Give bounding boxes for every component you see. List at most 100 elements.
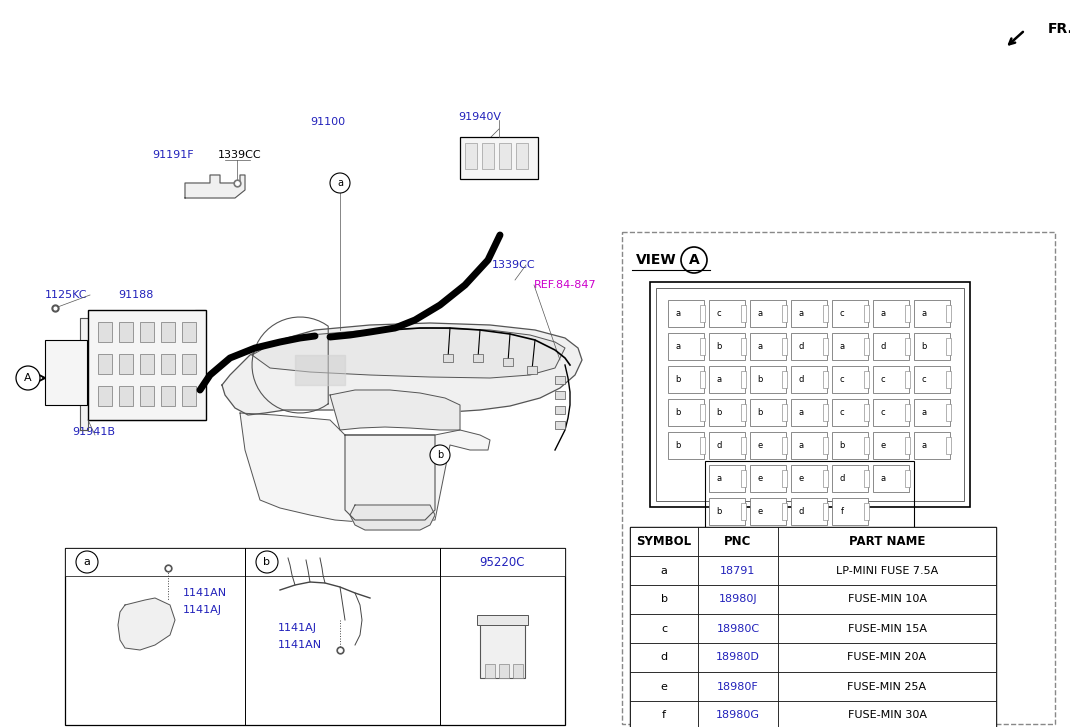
Bar [140, 354, 154, 374]
Bar [946, 404, 951, 421]
Text: a: a [881, 309, 886, 318]
Polygon shape [80, 310, 205, 430]
Bar [555, 391, 565, 399]
Bar [65, 548, 565, 725]
Bar [863, 338, 869, 355]
Text: f: f [841, 507, 843, 516]
Text: 1141AN: 1141AN [183, 588, 227, 598]
Bar [750, 432, 786, 459]
Bar [742, 305, 746, 322]
Text: FR.: FR. [1048, 22, 1070, 36]
Text: b: b [675, 408, 681, 417]
Text: a: a [758, 342, 763, 351]
Bar [750, 498, 786, 525]
Bar [778, 585, 996, 614]
Bar [750, 399, 786, 426]
Circle shape [76, 551, 98, 573]
Bar [823, 371, 828, 388]
Polygon shape [118, 598, 175, 650]
Bar [709, 300, 745, 327]
Bar [503, 358, 513, 366]
Text: FUSE-MIN 30A: FUSE-MIN 30A [847, 710, 927, 720]
Bar [119, 322, 133, 342]
Bar [791, 333, 827, 360]
Bar [863, 371, 869, 388]
Text: b: b [758, 375, 763, 384]
Bar [709, 465, 745, 492]
Bar [119, 386, 133, 406]
Text: d: d [798, 507, 804, 516]
Bar [160, 322, 175, 342]
Bar [668, 333, 704, 360]
Bar [782, 305, 788, 322]
Bar [160, 354, 175, 374]
Text: a: a [675, 342, 681, 351]
Bar [832, 399, 868, 426]
Bar [946, 437, 951, 454]
Text: c: c [881, 375, 885, 384]
Bar [482, 143, 494, 169]
Bar [791, 432, 827, 459]
Bar [782, 503, 788, 520]
Text: b: b [758, 408, 763, 417]
Text: 91941B: 91941B [72, 427, 114, 437]
Bar [656, 288, 964, 501]
Bar [946, 305, 951, 322]
Bar [465, 143, 477, 169]
Bar [622, 232, 1055, 724]
Bar [791, 366, 827, 393]
Bar [778, 556, 996, 585]
Bar [946, 371, 951, 388]
Bar [698, 556, 778, 585]
Text: A: A [25, 373, 32, 383]
Bar [750, 300, 786, 327]
Bar [832, 333, 868, 360]
Bar [649, 282, 970, 507]
Text: REF.84-847: REF.84-847 [534, 280, 597, 290]
Bar [499, 143, 511, 169]
Bar [709, 333, 745, 360]
Bar [65, 548, 565, 576]
Bar [782, 470, 788, 487]
Text: c: c [921, 375, 927, 384]
Bar [914, 432, 950, 459]
Text: b: b [660, 595, 668, 604]
Bar [98, 386, 112, 406]
Bar [630, 556, 698, 585]
Text: A: A [689, 253, 700, 267]
Bar [914, 366, 950, 393]
Bar [823, 305, 828, 322]
Bar [914, 300, 950, 327]
Text: PART NAME: PART NAME [849, 535, 926, 548]
Bar [516, 143, 528, 169]
Bar [791, 399, 827, 426]
Text: d: d [660, 653, 668, 662]
Bar [705, 461, 914, 531]
Text: 18791: 18791 [720, 566, 755, 576]
Text: b: b [921, 342, 927, 351]
Text: d: d [798, 375, 804, 384]
Bar [140, 322, 154, 342]
Bar [698, 527, 778, 556]
Text: d: d [881, 342, 886, 351]
Text: b: b [716, 507, 721, 516]
Bar [555, 421, 565, 429]
Bar [832, 465, 868, 492]
Text: 18980C: 18980C [717, 624, 760, 633]
Circle shape [330, 173, 350, 193]
Bar [905, 305, 910, 322]
Text: 91191F: 91191F [152, 150, 194, 160]
Bar [460, 137, 538, 179]
Text: 1141AJ: 1141AJ [278, 623, 317, 633]
Text: a: a [921, 408, 927, 417]
Bar [182, 386, 196, 406]
Bar [823, 470, 828, 487]
Bar [698, 585, 778, 614]
Bar [742, 338, 746, 355]
Bar [782, 338, 788, 355]
Bar [823, 338, 828, 355]
Text: a: a [921, 309, 927, 318]
Text: a: a [337, 178, 343, 188]
Bar [668, 399, 704, 426]
Circle shape [430, 445, 450, 465]
